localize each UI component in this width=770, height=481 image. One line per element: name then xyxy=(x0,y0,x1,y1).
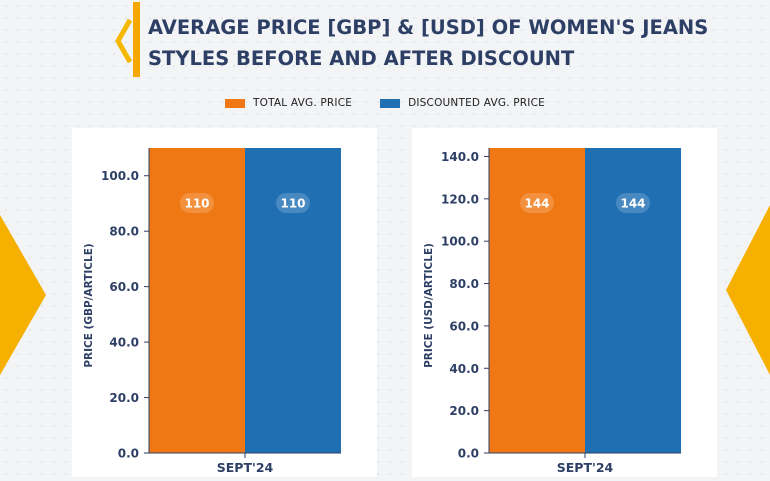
gbp-data-label: 110 xyxy=(280,197,305,211)
gbp-x-tick-label: SEPT'24 xyxy=(217,460,274,475)
usd-y-tick-label: 80.0 xyxy=(449,277,479,291)
legend-swatch-discounted xyxy=(380,98,401,108)
gbp-bar-total xyxy=(149,148,245,453)
usd-data-label-bg xyxy=(616,193,650,213)
gbp-y-axis-title: PRICE (GBP/ARTICLE) xyxy=(83,243,95,367)
gbp-y-tick-label: 100.0 xyxy=(101,169,139,183)
usd-chart-panel: 144 144 0.0 20.0 40.0 60.0 80.0 100.0 120.0 140.0… xyxy=(412,128,717,477)
usd-data-label: 144 xyxy=(524,197,549,211)
legend-label-total: TOTAL AVG. PRICE xyxy=(253,97,353,109)
left-decor-chevron xyxy=(0,215,46,375)
page-title: AVERAGE PRICE [GBP] & [USD] OF WOMEN'S J… xyxy=(148,12,748,74)
usd-data-label-bg xyxy=(520,193,554,213)
legend-item-discounted: DISCOUNTED AVG. PRICE xyxy=(380,97,545,109)
usd-y-tick-label: 60.0 xyxy=(449,319,479,333)
gbp-bar-chart: 110 110 0.0 20.0 40.0 60.0 80.0 100.0 SEPT'24 PRI… xyxy=(83,148,341,475)
gbp-bar-discounted xyxy=(245,148,341,453)
gbp-y-tick-label: 40.0 xyxy=(109,336,139,350)
gbp-chart-panel: 110 110 0.0 20.0 40.0 60.0 80.0 100.0 SEPT'24 PRI… xyxy=(72,128,377,477)
gbp-data-label-bg xyxy=(180,193,214,213)
legend-item-total: TOTAL AVG. PRICE xyxy=(225,97,352,109)
gbp-data-label-bg xyxy=(276,193,310,213)
usd-y-axis-title: PRICE (USD/ARTICLE) xyxy=(423,243,435,368)
usd-y-tick-label: 140.0 xyxy=(441,150,479,164)
usd-y-tick-label: 100.0 xyxy=(441,235,479,249)
usd-y-tick-label: 0.0 xyxy=(458,447,479,461)
right-decor-chevron xyxy=(726,205,770,375)
usd-y-tick-label: 40.0 xyxy=(449,362,479,376)
usd-bar-discounted xyxy=(585,148,681,453)
gbp-y-tick-label: 80.0 xyxy=(109,225,139,239)
legend-swatch-total xyxy=(225,98,246,108)
title-accent-bar xyxy=(133,2,140,77)
gbp-y-tick-label: 0.0 xyxy=(118,447,139,461)
legend-label-discounted: DISCOUNTED AVG. PRICE xyxy=(408,97,545,109)
usd-x-tick-label: SEPT'24 xyxy=(557,460,614,475)
legend: TOTAL AVG. PRICE DISCOUNTED AVG. PRICE xyxy=(0,97,770,109)
usd-bar-chart: 144 144 0.0 20.0 40.0 60.0 80.0 100.0 120.0 140.0… xyxy=(423,148,681,475)
usd-bar-total xyxy=(489,148,585,453)
gbp-y-tick-label: 20.0 xyxy=(109,391,139,405)
usd-data-label: 144 xyxy=(620,197,645,211)
gbp-data-label: 110 xyxy=(184,197,209,211)
title-line-1: AVERAGE PRICE [GBP] & [USD] OF WOMEN'S J… xyxy=(148,16,709,39)
usd-y-tick-label: 20.0 xyxy=(449,404,479,418)
gbp-y-tick-label: 60.0 xyxy=(109,280,139,294)
title-line-2: STYLES BEFORE AND AFTER DISCOUNT xyxy=(148,47,575,70)
usd-y-tick-label: 120.0 xyxy=(441,192,479,206)
title-chevron-icon xyxy=(115,18,133,64)
